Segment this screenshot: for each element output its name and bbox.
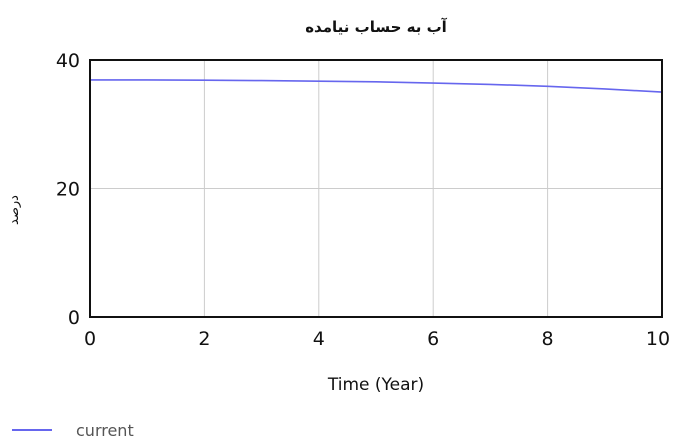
gridlines [89, 59, 663, 318]
legend: current [12, 421, 134, 439]
y-axis-label: درصد [7, 195, 22, 225]
y-tick-label: 0 [68, 307, 80, 329]
series-line-current [90, 79, 663, 93]
y-tick-label: 20 [56, 179, 80, 201]
series-layer [90, 79, 663, 93]
tick-labels: 0 2 4 6 8 10 0 20 40 [56, 50, 670, 350]
x-tick-label: 10 [646, 328, 670, 350]
x-tick-label: 8 [542, 328, 554, 350]
legend-label-current: current [76, 421, 134, 439]
plot-frame [89, 59, 663, 318]
x-tick-label: 2 [198, 328, 210, 350]
x-tick-label: 4 [313, 328, 325, 350]
x-axis-label: Time (Year) [327, 375, 424, 395]
chart-title: آب به حساب نیامده [305, 18, 447, 36]
x-tick-label: 0 [84, 328, 96, 350]
y-tick-label: 40 [56, 50, 80, 72]
x-tick-label: 6 [427, 328, 439, 350]
